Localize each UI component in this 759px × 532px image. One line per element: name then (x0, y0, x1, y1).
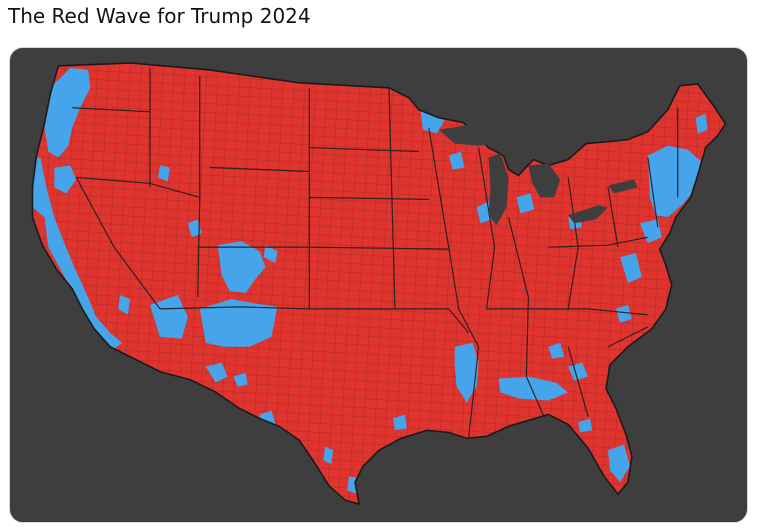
atlanta-blue (548, 342, 565, 359)
media-image[interactable] (9, 47, 748, 523)
post-title: The Red Wave for Trump 2024 (8, 4, 311, 28)
oregon-blue (54, 165, 77, 194)
lake-michigan (488, 153, 509, 226)
carolina-blue (615, 304, 632, 323)
maine-blue (695, 113, 708, 134)
wisconsin-blue (448, 151, 465, 170)
michigan-blue (516, 193, 535, 214)
mountain-blue (157, 165, 170, 182)
lake-ontario (608, 179, 638, 194)
west-coast-blue (32, 157, 123, 349)
georgia-blue (568, 362, 589, 381)
southwest-border-blue-2 (233, 372, 248, 387)
texas-border-blue (323, 446, 334, 465)
lake-erie (568, 205, 609, 224)
florida-blue (608, 444, 630, 483)
lake-huron (528, 163, 561, 198)
colorado-east-blue (263, 245, 278, 264)
lake-superior (438, 123, 509, 146)
colorado-blue (217, 241, 266, 293)
election-map (10, 48, 747, 522)
nevada-blue (118, 294, 131, 315)
delta-blue (454, 342, 479, 403)
virginia-blue (619, 253, 642, 284)
new-mexico-blue (199, 298, 278, 347)
utah-blue (187, 219, 202, 238)
southwest-border-blue (205, 362, 228, 383)
black-belt-blue (498, 376, 569, 401)
pacific-northwest-blue (44, 67, 91, 158)
florida-north-blue (578, 418, 593, 433)
state-borders (72, 67, 679, 439)
texas-gulf-blue (392, 414, 407, 431)
northeast-blue (647, 145, 706, 218)
arizona-blue (149, 294, 188, 339)
new-york-city-blue (639, 219, 662, 244)
